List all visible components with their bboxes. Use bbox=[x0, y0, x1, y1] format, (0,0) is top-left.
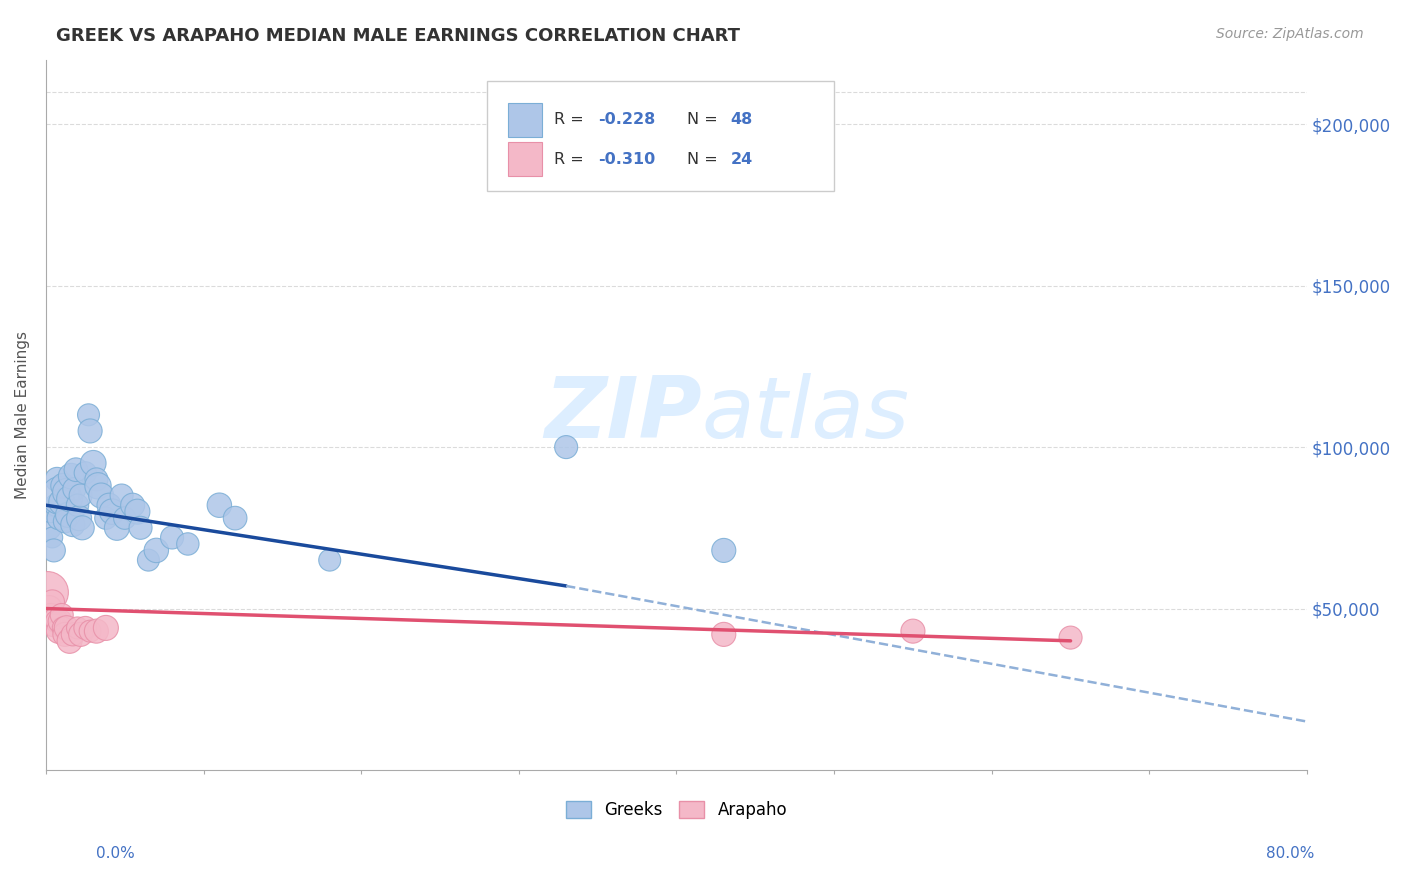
Point bbox=[555, 440, 578, 454]
Point bbox=[52, 479, 75, 493]
Point bbox=[65, 463, 87, 477]
Point bbox=[318, 553, 340, 567]
Point bbox=[60, 469, 83, 483]
Text: GREEK VS ARAPAHO MEDIAN MALE EARNINGS CORRELATION CHART: GREEK VS ARAPAHO MEDIAN MALE EARNINGS CO… bbox=[56, 27, 740, 45]
Text: 0.0%: 0.0% bbox=[96, 846, 135, 861]
Point bbox=[127, 505, 149, 519]
Text: -0.310: -0.310 bbox=[599, 152, 655, 167]
Point bbox=[46, 472, 69, 486]
Point bbox=[49, 489, 72, 503]
Text: ZIP: ZIP bbox=[544, 373, 702, 457]
Point bbox=[69, 627, 91, 641]
Point bbox=[145, 543, 167, 558]
Point bbox=[62, 517, 84, 532]
Point bbox=[208, 498, 231, 512]
Point bbox=[42, 617, 65, 632]
Point bbox=[224, 511, 246, 525]
Point bbox=[86, 624, 108, 639]
Point bbox=[87, 479, 110, 493]
Point bbox=[62, 627, 84, 641]
Text: -0.228: -0.228 bbox=[599, 112, 655, 128]
Point bbox=[59, 633, 82, 648]
Point bbox=[38, 521, 60, 535]
Legend: Greeks, Arapaho: Greeks, Arapaho bbox=[560, 794, 794, 826]
Text: 80.0%: 80.0% bbox=[1267, 846, 1315, 861]
Point bbox=[94, 511, 117, 525]
Text: 24: 24 bbox=[731, 152, 754, 167]
Point bbox=[75, 621, 97, 635]
Point bbox=[713, 543, 735, 558]
Text: R =: R = bbox=[554, 112, 589, 128]
Point bbox=[44, 611, 66, 625]
Point bbox=[46, 615, 69, 629]
Point bbox=[381, 21, 404, 35]
Point bbox=[75, 466, 97, 480]
Point bbox=[70, 521, 93, 535]
Point bbox=[67, 511, 90, 525]
Point bbox=[111, 489, 134, 503]
Point bbox=[63, 482, 86, 496]
Point bbox=[48, 511, 70, 525]
FancyBboxPatch shape bbox=[508, 143, 541, 176]
Point bbox=[41, 531, 63, 545]
Text: N =: N = bbox=[686, 152, 723, 167]
Point bbox=[41, 595, 63, 609]
Y-axis label: Median Male Earnings: Median Male Earnings bbox=[15, 331, 30, 499]
Point bbox=[69, 489, 91, 503]
Text: N =: N = bbox=[686, 112, 723, 128]
Point bbox=[66, 498, 89, 512]
Text: atlas: atlas bbox=[702, 373, 910, 457]
Point bbox=[82, 456, 104, 470]
Point bbox=[105, 521, 128, 535]
Point bbox=[39, 607, 62, 622]
Point bbox=[52, 621, 75, 635]
Point bbox=[38, 601, 60, 615]
Point bbox=[42, 543, 65, 558]
Point bbox=[1059, 631, 1081, 645]
Point bbox=[66, 621, 89, 635]
Point bbox=[177, 537, 200, 551]
Text: R =: R = bbox=[554, 152, 589, 167]
Point bbox=[77, 408, 100, 422]
FancyBboxPatch shape bbox=[488, 81, 834, 191]
Point bbox=[49, 615, 72, 629]
Point bbox=[101, 505, 124, 519]
Point bbox=[138, 553, 160, 567]
Point bbox=[114, 511, 136, 525]
Point bbox=[121, 498, 143, 512]
Point bbox=[51, 607, 73, 622]
Point bbox=[48, 624, 70, 639]
Point bbox=[39, 505, 62, 519]
Point bbox=[55, 621, 77, 635]
Point bbox=[129, 521, 152, 535]
Point bbox=[59, 491, 82, 506]
Point bbox=[86, 472, 108, 486]
Text: Source: ZipAtlas.com: Source: ZipAtlas.com bbox=[1216, 27, 1364, 41]
Point bbox=[53, 627, 76, 641]
Point bbox=[56, 508, 79, 522]
Point bbox=[44, 498, 66, 512]
Point bbox=[79, 424, 101, 438]
Point bbox=[160, 531, 183, 545]
Point bbox=[90, 489, 112, 503]
Point bbox=[51, 495, 73, 509]
FancyBboxPatch shape bbox=[508, 103, 541, 136]
Point bbox=[37, 585, 59, 599]
Point bbox=[901, 624, 924, 639]
Point bbox=[53, 514, 76, 528]
Point bbox=[94, 621, 117, 635]
Point bbox=[713, 627, 735, 641]
Point bbox=[55, 485, 77, 500]
Point bbox=[98, 498, 121, 512]
Point bbox=[79, 624, 101, 639]
Text: 48: 48 bbox=[731, 112, 754, 128]
